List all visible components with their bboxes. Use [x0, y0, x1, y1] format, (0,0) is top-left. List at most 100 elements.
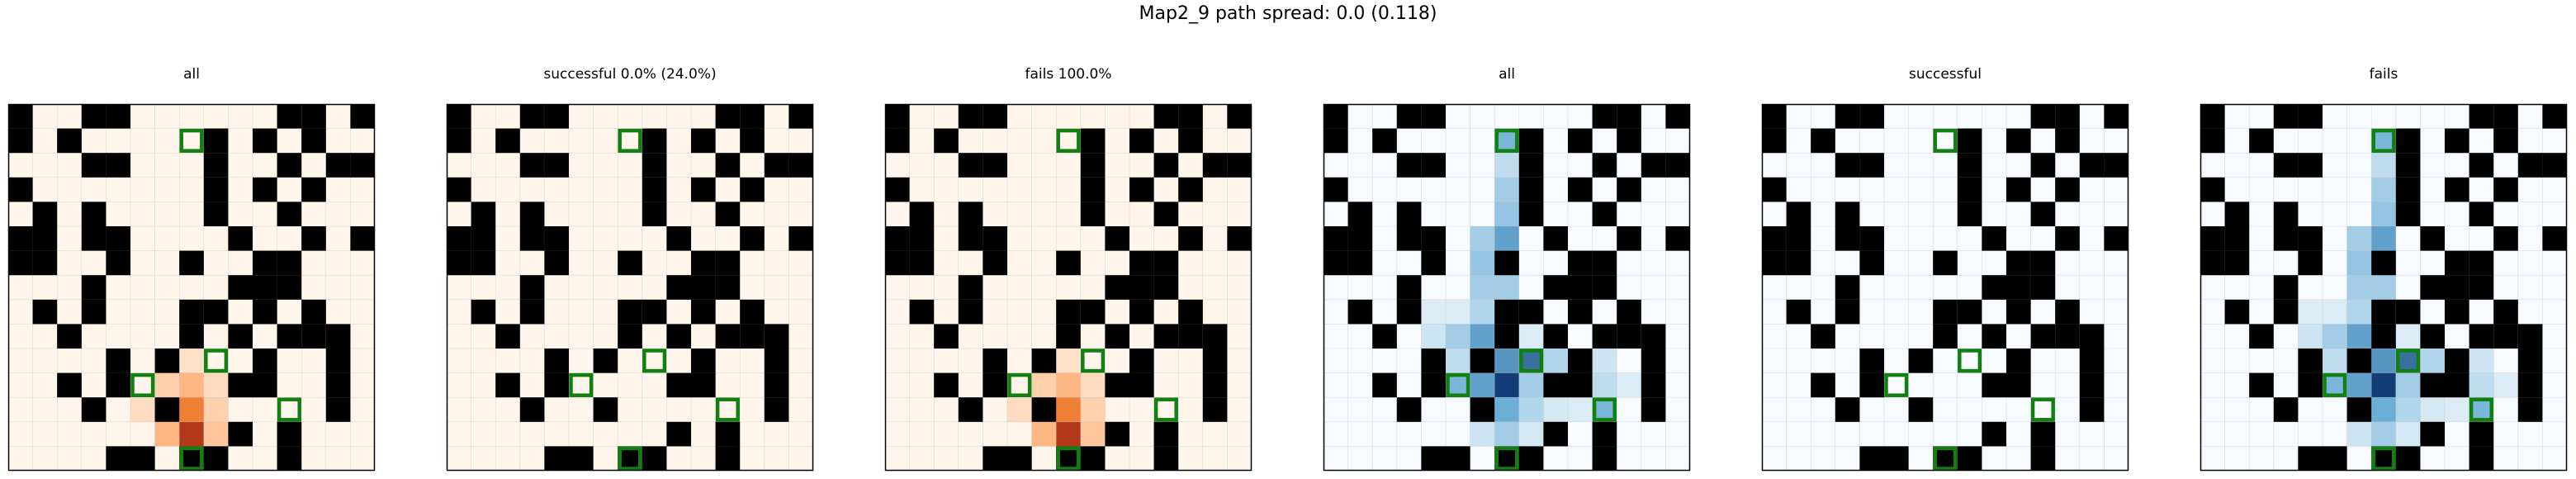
wall-cell — [2200, 177, 2225, 202]
wall-cell — [2445, 349, 2469, 373]
wall-cell — [1178, 226, 1203, 251]
wall-cell — [1568, 299, 1593, 325]
wall-cell — [1859, 153, 1884, 178]
wall-cell — [740, 104, 765, 129]
wall-cell — [1835, 153, 1860, 178]
wall-cell — [618, 446, 642, 471]
heat-cell — [2346, 275, 2372, 300]
wall-cell — [2030, 275, 2056, 300]
wall-cell — [447, 104, 471, 129]
wall-cell — [1957, 202, 1982, 226]
heat-cell — [2395, 421, 2421, 447]
wall-cell — [325, 397, 351, 422]
wall-cell — [2200, 128, 2225, 154]
heat-cell — [1543, 349, 1568, 373]
wall-cell — [277, 446, 302, 471]
heat-cell — [2371, 128, 2396, 154]
wall-cell — [666, 421, 691, 447]
wall-cell — [1982, 275, 2006, 300]
wall-cell — [1372, 324, 1397, 349]
wall-cell — [1227, 153, 1252, 178]
heat-cell — [2371, 153, 2396, 178]
wall-cell — [2055, 324, 2080, 349]
heat-cell — [1470, 275, 1495, 300]
wall-cell — [1494, 446, 1519, 471]
goal-marker — [1494, 128, 1519, 153]
wall-cell — [2273, 104, 2299, 129]
heat-cell — [2371, 349, 2396, 373]
wall-cell — [2298, 226, 2323, 251]
wall-cell — [1835, 226, 1860, 251]
wall-cell — [1396, 299, 1422, 325]
heat-cell — [2371, 372, 2396, 398]
wall-cell — [2517, 324, 2543, 349]
wall-cell — [983, 104, 1007, 129]
wall-cell — [1324, 250, 1348, 276]
axes-frame — [446, 103, 814, 472]
wall-cell — [1031, 397, 1057, 422]
wall-cell — [1786, 202, 1811, 226]
wall-cell — [1641, 349, 1666, 373]
wall-cell — [1859, 349, 1884, 373]
wall-cell — [301, 128, 326, 154]
wall-cell — [1859, 250, 1884, 276]
heat-cell — [1056, 421, 1081, 447]
wall-cell — [1105, 275, 1129, 300]
wall-cell — [154, 397, 180, 422]
heat-cell — [1470, 372, 1495, 398]
heat-cell — [2371, 421, 2396, 447]
wall-cell — [544, 446, 569, 471]
wall-cell — [2249, 128, 2274, 154]
wall-cell — [2371, 324, 2396, 349]
heat-cell — [203, 421, 229, 447]
heat-cell — [154, 372, 180, 398]
wall-cell — [2030, 446, 2056, 471]
wall-cell — [8, 177, 33, 202]
wall-cell — [691, 349, 716, 373]
wall-cell — [618, 250, 642, 276]
wall-cell — [885, 128, 910, 154]
wall-cell — [2371, 299, 2396, 325]
heatmap-panel — [2200, 103, 2568, 472]
wall-cell — [983, 349, 1007, 373]
heat-cell — [1592, 397, 1617, 422]
wall-cell — [569, 446, 594, 471]
wall-cell — [2469, 202, 2494, 226]
wall-cell — [301, 104, 326, 129]
wall-cell — [2346, 349, 2372, 373]
heat-cell — [1494, 226, 1519, 251]
wall-cell — [1178, 128, 1203, 154]
wall-cell — [2224, 226, 2250, 251]
goal-marker — [569, 372, 594, 397]
heat-cell — [1421, 324, 1446, 349]
wall-cell — [2030, 104, 2056, 129]
wall-cell — [106, 153, 130, 178]
wall-cell — [1617, 177, 1641, 202]
wall-cell — [2055, 226, 2080, 251]
wall-cell — [1982, 372, 2006, 398]
wall-cell — [2445, 177, 2469, 202]
wall-cell — [983, 153, 1007, 178]
wall-cell — [2469, 153, 2494, 178]
wall-cell — [1811, 372, 1835, 398]
wall-cell — [2420, 372, 2445, 398]
heatmap-panel — [1761, 103, 2129, 472]
wall-cell — [1518, 299, 1544, 325]
wall-cell — [2445, 299, 2469, 325]
wall-cell — [2055, 177, 2080, 202]
wall-cell — [2517, 397, 2543, 422]
wall-cell — [1933, 250, 1958, 276]
wall-cell — [544, 153, 569, 178]
wall-cell — [2445, 250, 2469, 276]
goal-marker — [1592, 397, 1617, 422]
heat-cell — [1470, 299, 1495, 325]
wall-cell — [1762, 250, 1787, 276]
wall-cell — [2371, 446, 2396, 471]
heat-cell — [2323, 324, 2347, 349]
goal-marker — [179, 128, 204, 153]
wall-cell — [2104, 226, 2129, 251]
wall-cell — [2542, 226, 2567, 251]
wall-cell — [1543, 226, 1568, 251]
wall-cell — [983, 250, 1007, 276]
wall-cell — [203, 177, 229, 202]
